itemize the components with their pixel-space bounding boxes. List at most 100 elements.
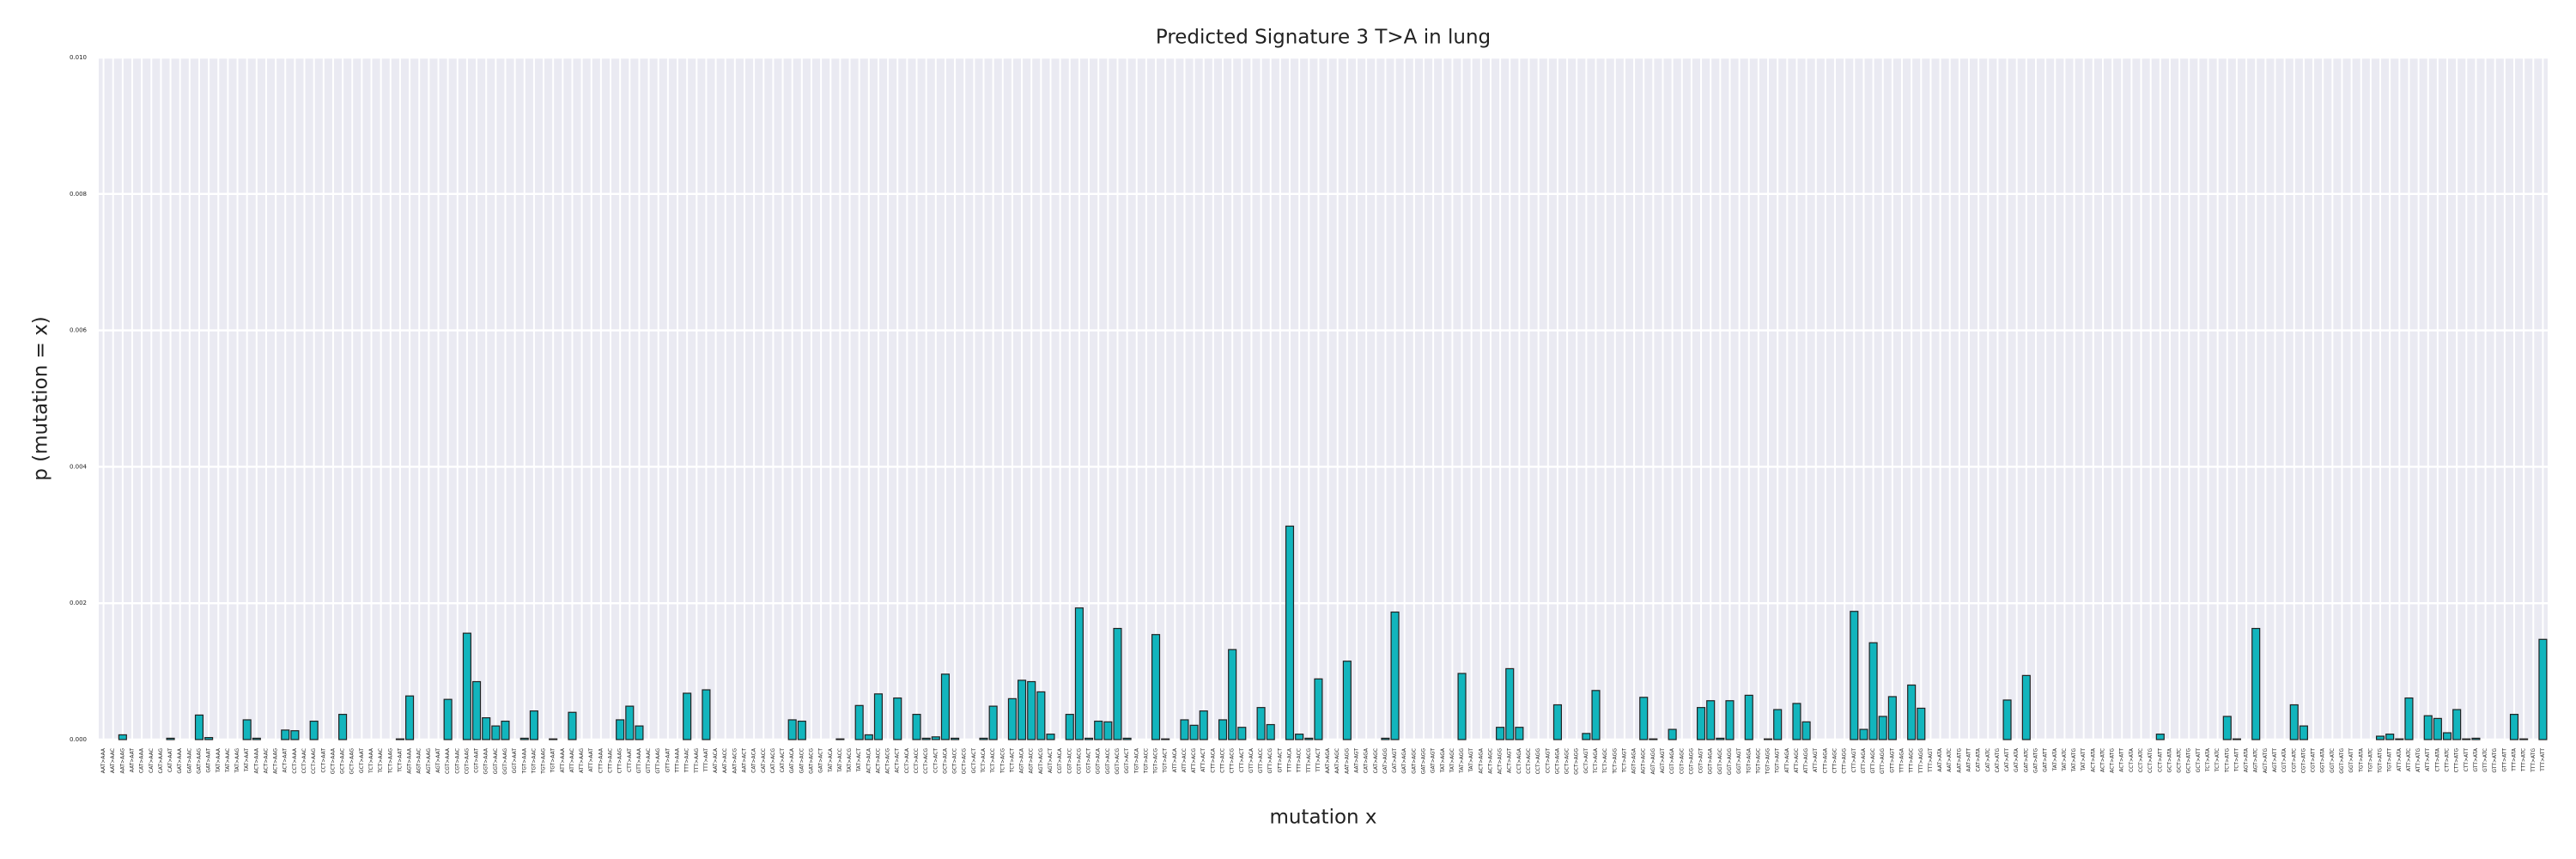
x-tick-label: TGT>ATT xyxy=(2387,748,2393,773)
y-tick-label: 0.010 xyxy=(70,54,87,61)
x-tick-label: TAT>AGA xyxy=(1440,747,1446,773)
x-tick-label: ACT>ACG xyxy=(885,748,891,774)
x-tick-label: CAT>AAT xyxy=(167,748,173,772)
x-tick-label: GTT>ACA xyxy=(1249,747,1255,773)
x-tick-label: GAT>AAA xyxy=(177,747,183,774)
x-tick-label: GTT>AGG xyxy=(1880,748,1886,774)
bar xyxy=(1113,627,1122,740)
x-tick-label: TGT>AGG xyxy=(1765,748,1771,775)
x-tick-label: TGT>ATG xyxy=(2378,748,2384,774)
x-tick-label: GGT>AGT xyxy=(1736,748,1742,774)
bar xyxy=(988,705,998,740)
x-tick-label: CGT>ATG xyxy=(2300,748,2306,774)
x-tick-label: TTT>AGG xyxy=(1918,748,1924,774)
x-tick-label: ATT>ATC xyxy=(2406,748,2412,771)
bar xyxy=(1381,737,1390,740)
x-tick-label: TAT>ACG xyxy=(847,748,853,774)
bar xyxy=(2375,735,2385,740)
bar xyxy=(462,632,471,740)
bar xyxy=(1639,697,1649,740)
x-tick-label: ATT>AGA xyxy=(1784,747,1790,773)
x-tick-label: CCT>AGG xyxy=(1535,748,1541,775)
bar xyxy=(1744,694,1753,740)
x-tick-label: TAT>ATC xyxy=(2062,748,2068,772)
bar xyxy=(281,729,290,740)
x-tick-label: AAT>ATG xyxy=(1956,748,1962,773)
x-tick-label: GGT>AAA xyxy=(483,747,489,774)
bar xyxy=(893,697,902,740)
bar xyxy=(979,737,988,740)
x-tick-label: CGT>AGA xyxy=(1669,747,1675,774)
bar xyxy=(1314,678,1323,740)
x-tick-label: ACT>ATG xyxy=(2110,748,2116,773)
bar xyxy=(1266,723,1275,740)
bar xyxy=(1237,727,1247,740)
x-tick-label: CGT>ACA xyxy=(1057,747,1063,774)
x-tick-label: CCT>ATG xyxy=(2148,748,2154,773)
bar xyxy=(2519,738,2529,740)
x-tick-label: TCT>AGT xyxy=(1621,748,1627,774)
x-tick-label: TAT>ACC xyxy=(837,748,843,773)
x-tick-label: GAT>ACT xyxy=(818,748,824,773)
x-tick-label: CCT>ACG xyxy=(923,748,929,774)
x-tick-label: TCT>ACA xyxy=(981,747,987,773)
bar xyxy=(2404,697,2414,740)
x-tick-label: ACT>AGG xyxy=(1498,748,1504,775)
x-tick-label: TCT>AAG xyxy=(387,748,393,774)
bar xyxy=(252,737,261,740)
x-tick-label: TCT>ATA xyxy=(2205,747,2211,772)
x-tick-label: GGT>ATA xyxy=(2320,747,2326,773)
x-tick-label: CTT>ATG xyxy=(2454,748,2460,773)
x-tick-label: GCT>AGT xyxy=(1583,748,1589,774)
x-tick-label: CCT>ACT xyxy=(933,748,939,773)
bar xyxy=(1094,720,1103,740)
x-tick-label: GTT>AGC xyxy=(1870,748,1876,774)
bar xyxy=(118,734,127,740)
bar xyxy=(951,737,960,740)
x-tick-label: GGT>ACA xyxy=(1096,747,1102,774)
x-tick-label: TAT>AAA xyxy=(216,747,222,773)
bar xyxy=(1716,737,1725,740)
x-tick-label: GTT>ATG xyxy=(2492,748,2498,773)
bar xyxy=(2155,734,2165,740)
bar xyxy=(854,704,864,740)
x-tick-label: TGT>AAA xyxy=(521,747,527,774)
x-tick-label: CGT>ACT xyxy=(1086,748,1092,774)
x-tick-label: ACT>AGC xyxy=(1487,748,1493,774)
x-tick-label: TTT>AAC xyxy=(684,748,690,773)
bar xyxy=(1582,733,1591,740)
x-tick-label: ACT>AGT xyxy=(1507,748,1513,773)
x-tick-label: AAT>ACA xyxy=(713,747,719,773)
x-tick-label: GGT>ACG xyxy=(1115,748,1121,775)
bar xyxy=(1457,673,1467,740)
x-tick-label: ATT>ACT xyxy=(1200,748,1206,772)
x-tick-label: CCT>ACC xyxy=(914,748,920,773)
bar xyxy=(1285,525,1295,740)
bar xyxy=(1342,661,1352,740)
bar xyxy=(1304,737,1314,740)
x-tick-label: ACT>AAC xyxy=(263,748,269,773)
x-tick-label: ACT>ATC xyxy=(2099,748,2105,772)
bar xyxy=(2289,704,2299,740)
bar xyxy=(1036,691,1046,740)
bar xyxy=(2452,709,2462,740)
bar xyxy=(482,716,491,740)
x-tick-label: CAT>AGT xyxy=(1392,748,1398,773)
x-tick-label: CCT>AAG xyxy=(311,748,317,774)
x-tick-label: AAT>ATC xyxy=(1947,748,1953,772)
x-tick-label: CTT>AAG xyxy=(617,748,623,774)
bar xyxy=(1199,710,1208,740)
x-tick-label: AAT>ACG xyxy=(732,748,738,774)
bar xyxy=(405,695,415,740)
bar xyxy=(290,730,300,740)
x-tick-label: GAT>ATA xyxy=(2014,747,2020,772)
bar xyxy=(1696,707,1706,740)
labels: 0.000 0.002 0.004 0.006 0.008 0.010 AAT>AAA AAT… xyxy=(70,54,2546,775)
bar xyxy=(1496,727,1505,740)
x-tick-label: GTT>AGT xyxy=(1889,748,1895,773)
bar xyxy=(1084,737,1094,740)
x-tick-label: GTT>AGA xyxy=(1861,747,1867,773)
bar xyxy=(2021,674,2031,740)
